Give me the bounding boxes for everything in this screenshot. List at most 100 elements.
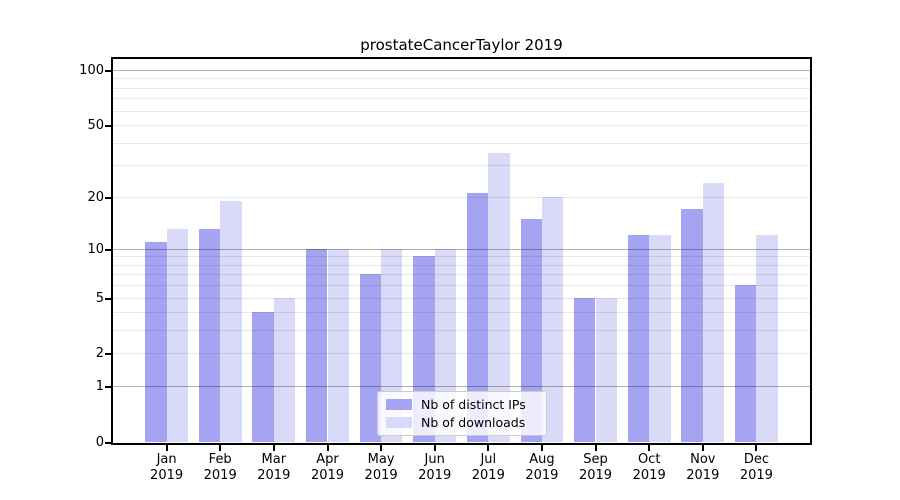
- x-tick-year: 2019: [203, 468, 237, 483]
- x-tick-year: 2019: [578, 468, 613, 483]
- x-tick-label: Apr 2019: [298, 452, 358, 484]
- bar-downloads: [702, 182, 725, 442]
- x-tick-label: Jan 2019: [137, 452, 197, 484]
- x-tick-mark: [540, 445, 543, 451]
- gridline-minor: [113, 297, 810, 299]
- gridline-minor: [113, 78, 810, 80]
- gridline-major: [113, 386, 810, 388]
- gridline-minor: [113, 264, 810, 266]
- x-tick-year: 2019: [418, 468, 452, 483]
- x-tick-year: 2019: [310, 468, 345, 483]
- bar-distinct-ips: [145, 241, 167, 442]
- y-tick-label: 10: [87, 241, 104, 257]
- legend-swatch: [386, 398, 412, 410]
- y-tick-mark: [105, 196, 111, 199]
- x-tick-mark: [648, 445, 651, 451]
- x-tick-label: Sep 2019: [566, 452, 626, 484]
- bar-distinct-ips: [198, 229, 221, 442]
- gridline-minor: [113, 312, 810, 314]
- y-tick-label: 20: [87, 189, 104, 205]
- legend-label: Nb of distinct IPs: [421, 396, 526, 412]
- bar-distinct-ips: [306, 248, 328, 442]
- bar-downloads: [756, 235, 778, 442]
- x-tick-mark: [380, 445, 383, 451]
- bar-distinct-ips: [734, 285, 757, 442]
- y-tick-label: 50: [87, 118, 104, 134]
- gridline-minor: [113, 285, 810, 287]
- gridline-minor: [113, 353, 810, 355]
- x-tick-year: 2019: [525, 468, 559, 483]
- gridline-minor: [113, 330, 810, 332]
- x-tick-month: Sep: [583, 452, 608, 467]
- bar-downloads: [220, 200, 242, 442]
- bar-distinct-ips: [359, 274, 381, 442]
- legend: Nb of distinct IPs Nb of downloads: [377, 391, 547, 436]
- legend-item: Nb of downloads: [386, 415, 538, 430]
- y-tick-label: 0: [95, 435, 104, 450]
- x-tick-month: Jun: [424, 452, 445, 467]
- gridline-minor: [113, 87, 810, 89]
- x-tick-label: Jun 2019: [405, 452, 465, 484]
- gridline-minor: [113, 98, 810, 100]
- x-tick-mark: [594, 445, 597, 451]
- x-tick-label: Aug 2019: [512, 452, 572, 484]
- gridline-minor: [113, 125, 810, 127]
- x-tick-label: Mar 2019: [244, 452, 304, 484]
- bar-downloads: [327, 248, 349, 442]
- x-tick-mark: [272, 445, 275, 451]
- bar-downloads: [541, 196, 564, 442]
- bar-distinct-ips: [681, 209, 703, 442]
- y-tick-mark: [105, 70, 111, 72]
- y-tick-mark: [105, 297, 111, 300]
- x-tick-mark: [219, 445, 222, 451]
- x-tick-year: 2019: [150, 468, 184, 483]
- y-tick-label: 2: [95, 346, 104, 362]
- bar-distinct-ips: [252, 312, 274, 442]
- gridline-minor: [113, 274, 810, 276]
- gridline-minor: [113, 165, 810, 167]
- bar-distinct-ips: [627, 235, 650, 442]
- x-tick-month: Jul: [480, 452, 497, 467]
- y-tick-label: 1: [95, 379, 104, 395]
- x-tick-year: 2019: [632, 468, 666, 483]
- y-tick-label: 100: [79, 63, 104, 78]
- x-tick-month: May: [367, 452, 395, 467]
- y-tick-mark: [105, 386, 111, 389]
- x-tick-month: Apr: [316, 452, 339, 467]
- x-tick-mark: [433, 445, 436, 451]
- gridline-minor: [113, 110, 810, 112]
- bar-downloads: [273, 297, 296, 442]
- bar-distinct-ips: [466, 192, 489, 442]
- x-tick-month: Jan: [156, 452, 177, 467]
- bar-distinct-ips: [520, 218, 542, 442]
- x-tick-year: 2019: [686, 468, 720, 483]
- x-tick-month: Mar: [261, 452, 287, 467]
- x-tick-year: 2019: [257, 468, 291, 483]
- bar-distinct-ips: [574, 297, 596, 442]
- gridline-major: [113, 70, 810, 71]
- bar-downloads: [488, 153, 510, 442]
- x-tick-month: Feb: [208, 452, 232, 467]
- y-tick-mark: [105, 442, 111, 444]
- gridline-minor: [113, 142, 810, 144]
- x-tick-mark: [701, 445, 704, 451]
- x-tick-label: Dec 2019: [726, 452, 786, 484]
- gridline-minor: [113, 256, 810, 258]
- x-tick-mark: [487, 445, 490, 451]
- bar-downloads: [649, 235, 671, 442]
- x-tick-label: Feb 2019: [190, 452, 250, 484]
- x-tick-year: 2019: [364, 468, 398, 483]
- gridline-major: [113, 248, 810, 250]
- y-tick-mark: [105, 248, 111, 251]
- y-tick-mark: [105, 125, 111, 128]
- legend-label: Nb of downloads: [421, 415, 526, 431]
- x-tick-mark: [326, 445, 329, 451]
- bar-downloads: [166, 229, 188, 442]
- gridline-minor: [113, 196, 810, 198]
- x-tick-mark: [165, 445, 168, 451]
- legend-swatch: [386, 417, 412, 429]
- plot-area: Nb of distinct IPs Nb of downloads: [111, 57, 812, 445]
- x-tick-month: Oct: [637, 452, 661, 467]
- x-tick-month: Aug: [529, 452, 555, 467]
- chart-title: prostateCancerTaylor 2019: [360, 36, 563, 54]
